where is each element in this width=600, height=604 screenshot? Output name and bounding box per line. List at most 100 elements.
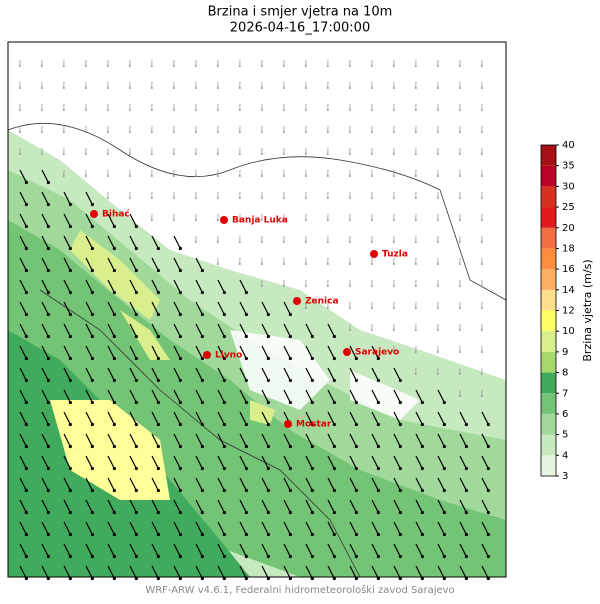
colorbar-tick-label: 35	[562, 161, 575, 172]
wind-arrow-head	[289, 511, 292, 514]
city-marker	[343, 348, 351, 356]
wind-arrow-head	[179, 445, 182, 448]
wind-arrow-head	[481, 351, 483, 353]
wind-arrow-head	[69, 555, 72, 558]
wind-arrow-head	[63, 153, 65, 155]
wind-arrow-head	[195, 153, 197, 155]
wind-arrow-head	[415, 307, 417, 309]
wind-arrow-head	[481, 373, 483, 375]
wind-arrow-head	[69, 467, 72, 470]
wind-arrow-head	[459, 395, 461, 397]
wind-arrow-head	[393, 241, 395, 243]
wind-arrow-head	[69, 225, 72, 228]
wind-arrow-head	[305, 131, 307, 133]
subtitle: 2026-04-16_17:00:00	[230, 21, 370, 36]
wind-arrow-head	[91, 489, 94, 492]
wind-arrow-head	[135, 379, 138, 382]
wind-arrow-head	[371, 219, 373, 221]
colorbar-tick-label: 5	[562, 430, 568, 441]
city-label: Bihać	[102, 209, 130, 220]
wind-arrow-head	[305, 87, 307, 89]
wind-arrow-head	[465, 445, 468, 448]
city-marker	[203, 351, 211, 359]
wind-arrow-head	[47, 291, 50, 294]
wind-arrow-head	[393, 109, 395, 111]
wind-arrow-head	[19, 109, 21, 111]
wind-arrow-head	[481, 65, 483, 67]
wind-arrow-head	[217, 219, 219, 221]
wind-arrow-head	[223, 291, 226, 294]
colorbar-tick-label: 20	[562, 223, 575, 234]
wind-arrow-head	[349, 219, 351, 221]
wind-arrow-head	[69, 247, 72, 250]
city-marker	[220, 216, 228, 224]
city-marker	[370, 250, 378, 258]
wind-arrow-head	[349, 197, 351, 199]
wind-arrow-head	[135, 247, 138, 250]
wind-arrow-head	[371, 175, 373, 177]
wind-arrow-head	[415, 175, 417, 177]
wind-arrow-head	[201, 357, 204, 360]
wind-arrow-head	[239, 263, 241, 265]
wind-arrow-head	[377, 379, 380, 382]
wind-arrow-head	[91, 357, 94, 360]
wind-arrow-head	[47, 401, 50, 404]
wind-arrow-head	[261, 153, 263, 155]
wind-arrow-head	[311, 533, 314, 536]
wind-arrow-head	[25, 467, 28, 470]
wind-arrow-head	[349, 65, 351, 67]
wind-arrow-head	[327, 285, 329, 287]
wind-arrow-head	[179, 467, 182, 470]
wind-arrow-head	[377, 533, 380, 536]
wind-arrow-head	[113, 291, 116, 294]
wind-arrow-head	[459, 87, 461, 89]
wind-arrow-head	[289, 555, 292, 558]
wind-arrow-head	[267, 467, 270, 470]
wind-arrow-head	[459, 219, 461, 221]
colorbar-band	[541, 373, 556, 394]
wind-arrow-head	[157, 533, 160, 536]
wind-arrow-head	[481, 263, 483, 265]
wind-arrow-head	[195, 87, 197, 89]
wind-arrow-head	[113, 357, 116, 360]
wind-arrow-head	[377, 401, 380, 404]
wind-arrow-head	[283, 197, 285, 199]
wind-arrow-head	[157, 247, 160, 250]
wind-arrow-head	[459, 131, 461, 133]
wind-arrow-head	[113, 511, 116, 514]
wind-arrow-head	[151, 131, 153, 133]
wind-arrow-head	[19, 153, 21, 155]
wind-arrow-head	[459, 307, 461, 309]
wind-arrow-head	[25, 533, 28, 536]
wind-arrow-head	[349, 329, 351, 331]
wind-arrow-head	[399, 445, 402, 448]
wind-arrow-head	[245, 467, 248, 470]
wind-arrow-head	[135, 269, 138, 272]
wind-arrow-head	[481, 175, 483, 177]
wind-arrow-head	[415, 241, 417, 243]
wind-arrow-head	[487, 467, 490, 470]
wind-arrow-head	[333, 533, 336, 536]
wind-arrow-head	[283, 65, 285, 67]
wind-arrow-head	[377, 445, 380, 448]
wind-arrow-head	[85, 65, 87, 67]
wind-arrow-head	[327, 131, 329, 133]
wind-arrow-head	[481, 197, 483, 199]
wind-arrow-head	[179, 335, 182, 338]
wind-arrow-head	[179, 357, 182, 360]
wind-arrow-head	[179, 313, 182, 316]
colorbar-tick-label: 10	[562, 326, 575, 337]
wind-arrow-head	[437, 65, 439, 67]
wind-arrow-head	[311, 335, 314, 338]
wind-arrow-head	[107, 197, 109, 199]
wind-arrow-head	[157, 357, 160, 360]
wind-arrow-head	[289, 379, 292, 382]
wind-arrow-head	[399, 423, 402, 426]
wind-arrow-head	[63, 109, 65, 111]
wind-arrow-head	[25, 401, 28, 404]
wind-arrow-head	[305, 219, 307, 221]
wind-arrow-head	[173, 153, 175, 155]
wind-arrow-head	[289, 357, 292, 360]
wind-arrow-head	[69, 489, 72, 492]
